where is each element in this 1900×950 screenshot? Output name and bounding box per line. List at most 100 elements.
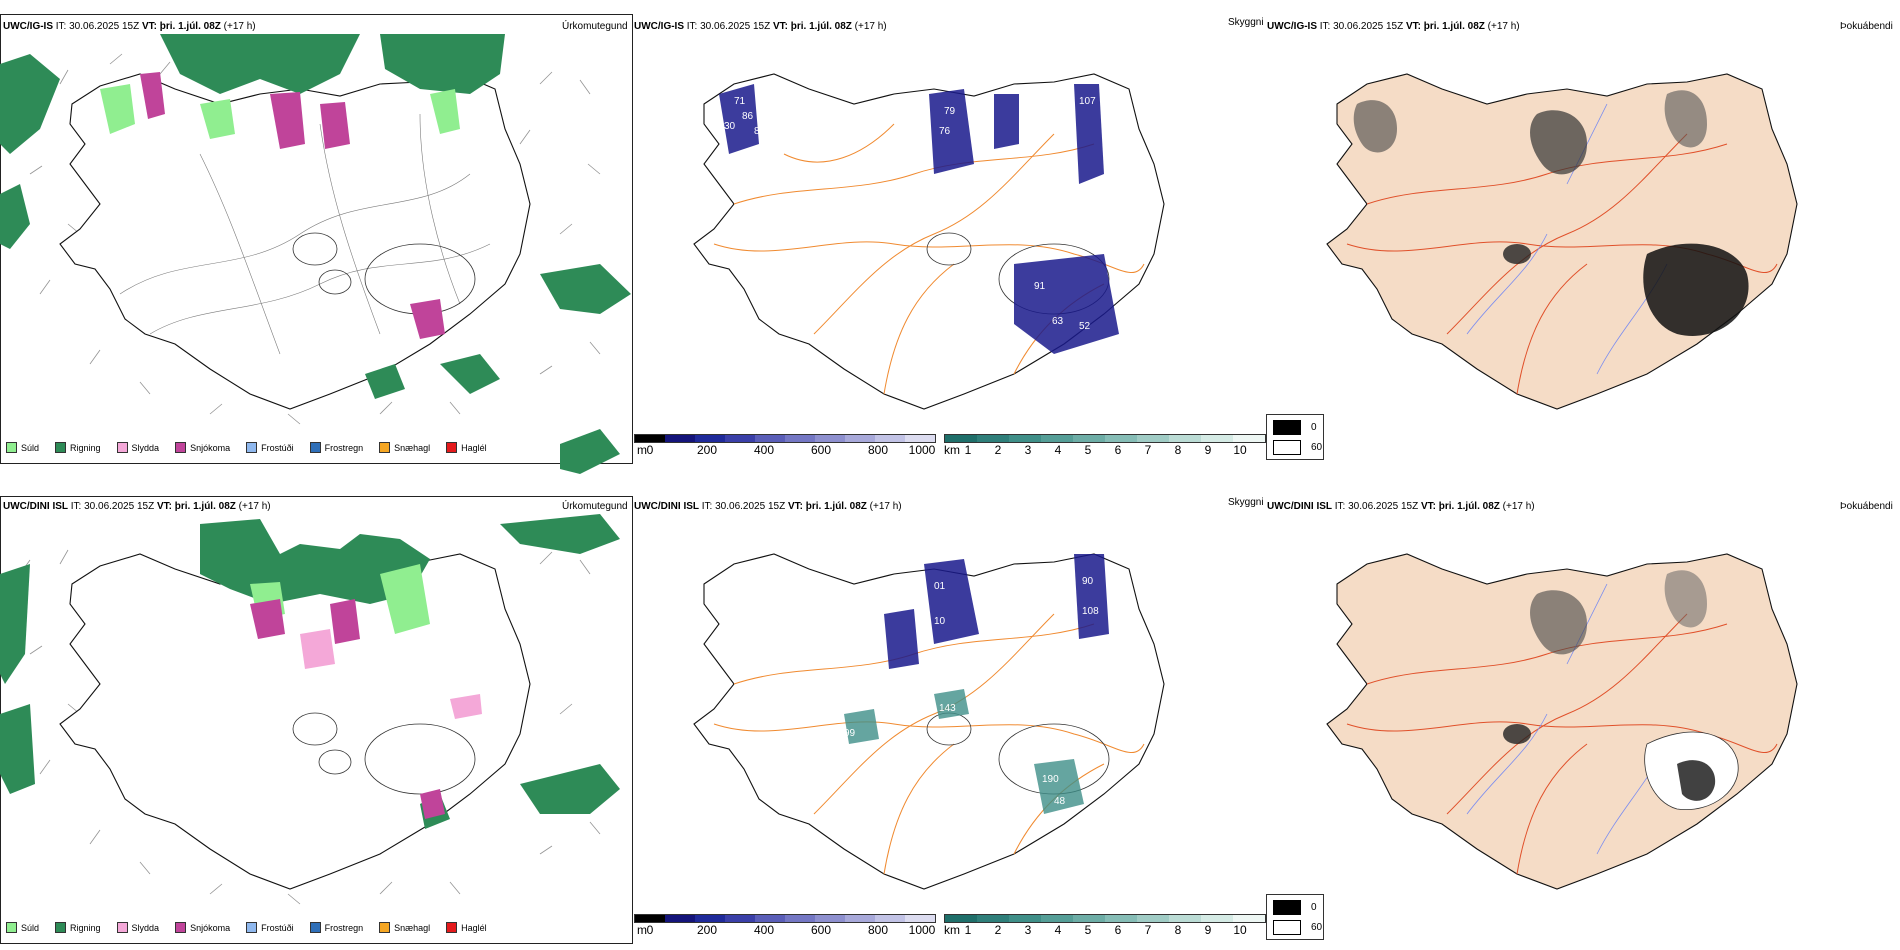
legend-item-sleet: Slydda [116,922,159,933]
ceiling-label: 87 [754,126,766,137]
model-name: UWC/IG-IS [3,21,53,32]
scale-unit: km [944,923,960,937]
legend-item-snow: Snjókoma [175,442,230,453]
it-value: 30.06.2025 15Z [715,501,786,512]
legend-item-freezing-rain: Frostregn [309,442,363,453]
legend-item-drizzle: Súld [6,442,39,453]
scale-tick: 9 [1204,443,1212,457]
swatch [1273,420,1301,435]
scale-tick: 200 [696,923,718,937]
it-label: IT: [686,21,698,32]
precip-title-2: Úrkomutegund [562,501,628,512]
vt-value: þri. 1.júl. 08Z [174,501,236,512]
fog-title-2: Þokuábendi [1840,501,1893,512]
scale-tick: 800 [867,443,889,457]
swatch [446,922,458,933]
model-name: UWC/DINI ISL [634,501,699,512]
scale-tick: 10 [1233,443,1247,457]
visibility-scale-1: km 1 2 3 4 5 6 7 8 9 10 [944,434,1266,457]
fog-legend-1: 0 60 [1266,414,1324,460]
legend-label: Snjókoma [190,442,231,453]
rain-areas [0,34,631,474]
fog-areas [1503,570,1739,811]
legend-item-rain: Rigning [55,922,101,933]
visibility-scale-2: km 1 2 3 4 5 6 7 8 9 10 [944,914,1266,937]
scale-tick: 4 [1054,923,1062,937]
legend-label: Frostregn [324,922,364,933]
swatch [1273,440,1301,455]
swatch [1273,900,1301,915]
glacier-hofsjokull [318,269,352,295]
scale-unit: m [637,923,647,937]
visibility-scale-cells [944,434,1266,443]
lead-time: (+17 h) [238,501,271,512]
swatch [6,922,17,933]
scale-tick: 10 [1233,923,1247,937]
legend-label: Slydda [131,442,160,453]
scale-tick: 1 [964,443,972,457]
ceiling-label: 63 [1052,316,1064,327]
cloud-title-2: Skyggni [1228,497,1264,508]
ceiling-label: 143 [939,703,956,714]
legend-item-hail: Haglél [446,442,487,453]
it-value: 30.06.2025 15Z [700,21,771,32]
fog-legend-2: 0 60 [1266,894,1324,940]
vt-label: VT: [772,21,788,32]
row-1: UWC/IG-IS IT: 30.06.2025 15Z VT: þri. 1.… [0,14,1893,474]
scale-tick: 0 [646,443,654,457]
swatch [446,442,458,453]
legend-label: Frostúði [261,442,294,453]
fog-legend-row: 60 [1273,440,1322,455]
drizzle-areas [100,84,460,139]
ceiling-label: 90 [1082,576,1094,587]
legend-label: 60 [1311,442,1323,453]
scale-tick: 1000 [908,923,936,937]
legend-item-freezing-drizzle: Frostúði [246,922,294,933]
legend-label: Snæhagl [394,442,431,453]
legend-item-snow: Snjókoma [175,922,230,933]
precip-legend-2: Súld Rigning Slydda Snjókoma Frostúði Fr… [6,922,497,933]
vt-value: þri. 1.júl. 08Z [805,501,867,512]
swatch [309,442,321,453]
ceiling-label: 10 [934,616,946,627]
header-cloud-2: UWC/DINI ISL IT: 30.06.2025 15Z VT: þri.… [634,501,902,512]
ceiling-label: 99 [844,728,856,739]
scale-tick: 2 [994,443,1002,457]
header-precip-2: UWC/DINI ISL IT: 30.06.2025 15Z VT: þri.… [3,501,271,512]
visibility-scale-cells [944,914,1266,923]
swatch [1273,920,1301,935]
swatch [55,442,67,453]
fog-legend-row: 60 [1273,920,1322,935]
scale-tick: 2 [994,923,1002,937]
it-value: 30.06.2025 15Z [1348,501,1419,512]
scale-tick: 7 [1144,923,1152,937]
vt-value: þri. 1.júl. 08Z [159,21,221,32]
ceiling-label: 86 [742,111,754,122]
scale-tick: 600 [810,923,832,937]
glacier-langjokull [292,232,338,266]
snow-areas [250,599,445,819]
it-label: IT: [70,501,82,512]
fog-map-1 [1326,73,1798,410]
vt-label: VT: [156,501,172,512]
ceiling-map-2: 01 10 90 108 99 143 190 48 [693,553,1165,890]
cloud-title-1: Skyggni [1228,17,1264,28]
legend-label: 0 [1311,902,1317,913]
precip-legend-1: Súld Rigning Slydda Snjókoma Frostúði Fr… [6,442,497,453]
legend-item-rain: Rigning [55,442,101,453]
header-fog-2: UWC/DINI ISL IT: 30.06.2025 15Z VT: þri.… [1267,501,1535,512]
model-name: UWC/DINI ISL [3,501,68,512]
it-value: 30.06.2025 15Z [84,501,155,512]
legend-label: 60 [1311,922,1323,933]
ceiling-scale-1: m 0 200 400 600 800 1000 [634,434,936,457]
ceiling-scale-2: m 0 200 400 600 800 1000 [634,914,936,937]
ceiling-scale-cells [634,914,936,923]
scale-tick: 8 [1174,443,1182,457]
header-cloud-1: UWC/IG-IS IT: 30.06.2025 15Z VT: þri. 1.… [634,21,887,32]
ceiling-label: 52 [1079,321,1091,332]
swatch [55,922,67,933]
swatch [6,442,17,453]
header-fog-1: UWC/IG-IS IT: 30.06.2025 15Z VT: þri. 1.… [1267,21,1520,32]
ceiling-map-1: 71 30 86 87 79 76 107 91 63 52 [693,73,1165,410]
ceiling-scale-ticks: m 0 200 400 600 800 1000 [634,923,936,937]
